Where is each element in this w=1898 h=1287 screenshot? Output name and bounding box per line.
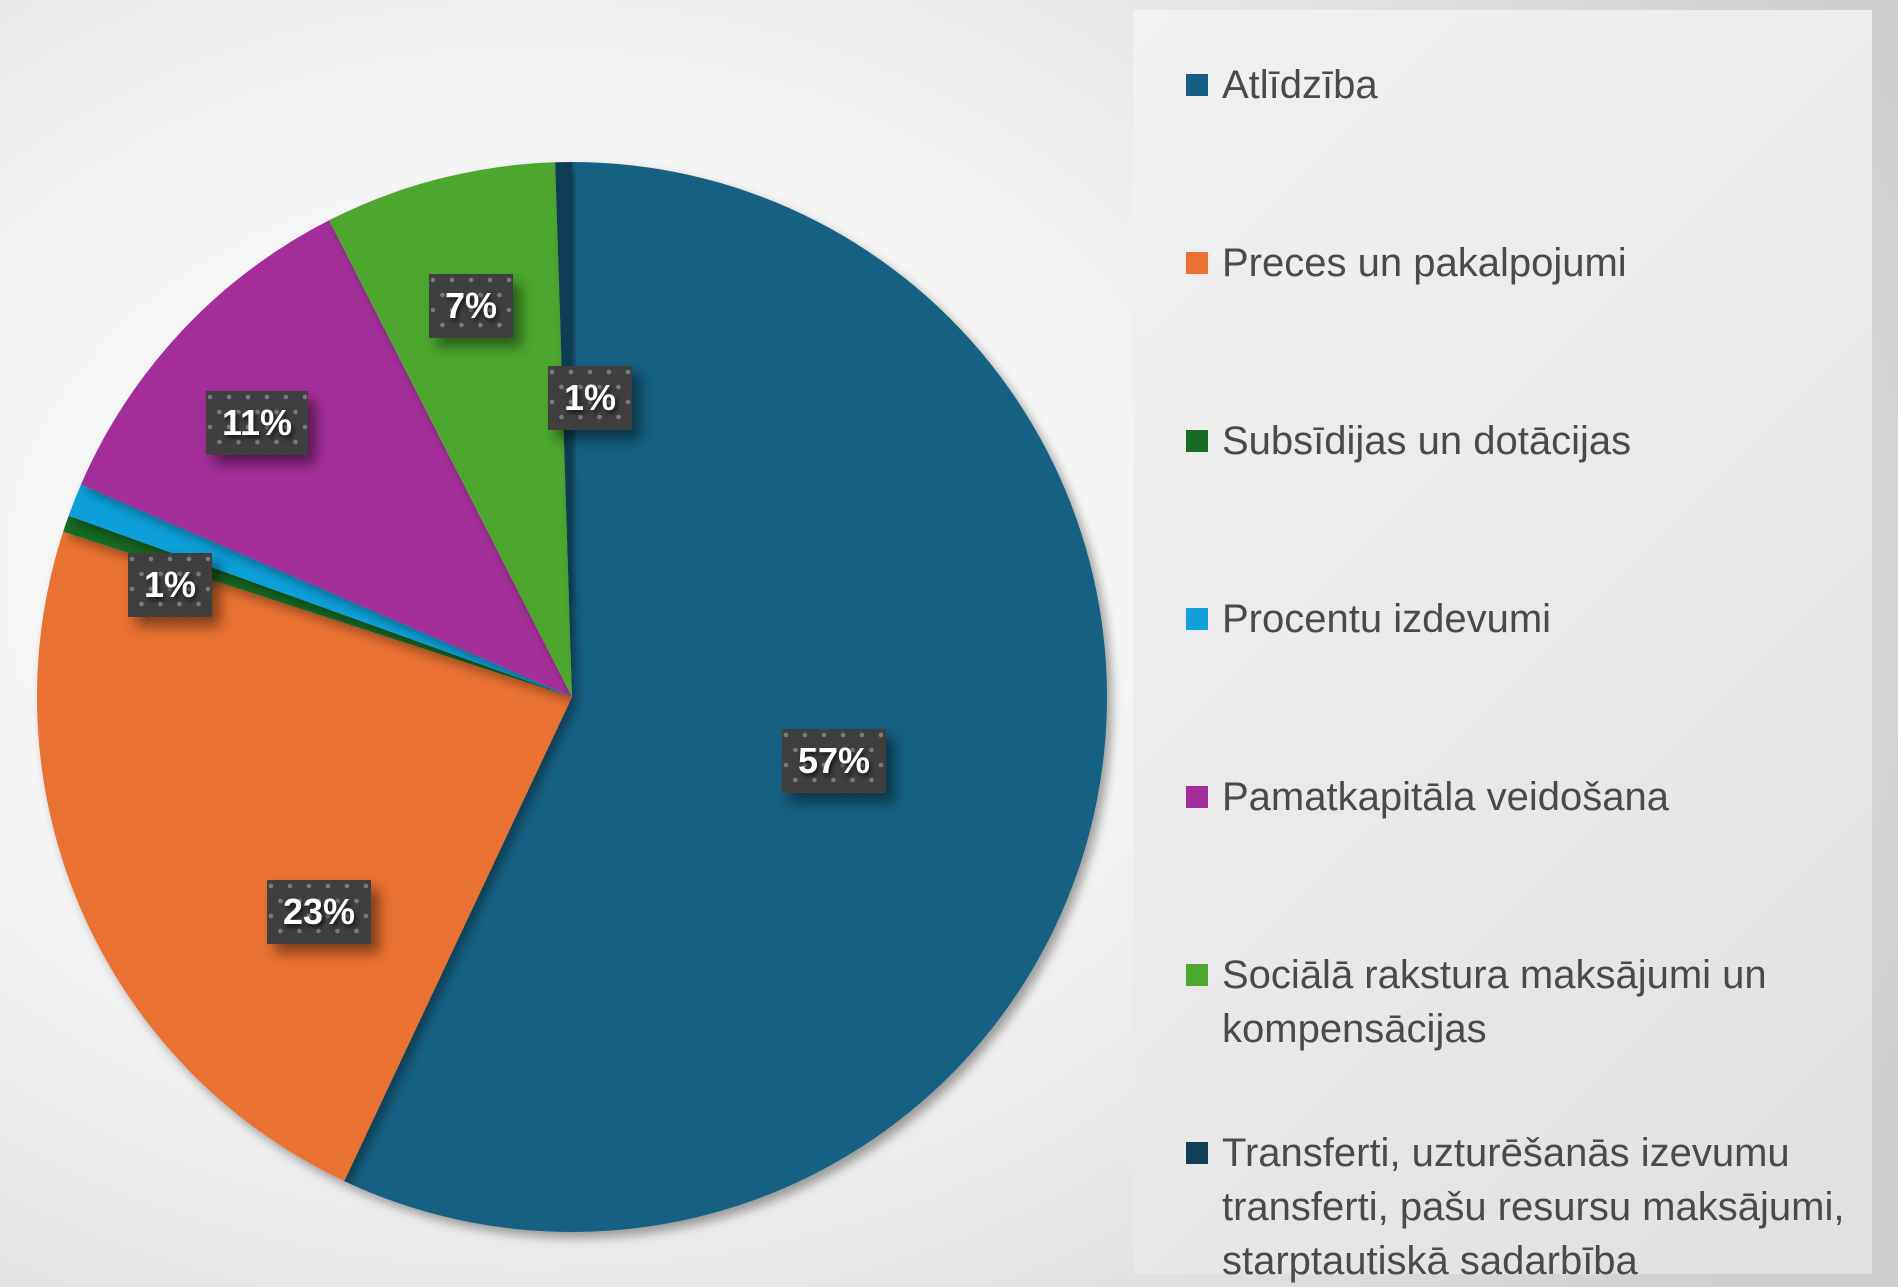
pie-slice[interactable] xyxy=(68,484,572,697)
legend-marker xyxy=(1186,430,1208,452)
legend-marker xyxy=(1186,252,1208,274)
pie-slice[interactable] xyxy=(555,161,572,697)
legend-item-label: Atlīdzība xyxy=(1222,63,1378,107)
pie-slice[interactable] xyxy=(63,515,573,697)
pie-slice[interactable] xyxy=(344,162,1108,1232)
legend-item-label: Subsīdijas un dotācijas xyxy=(1222,419,1632,463)
legend-marker xyxy=(1186,964,1208,986)
legend-item-label: Procentu izdevumi xyxy=(1222,597,1552,641)
pie-slice[interactable] xyxy=(36,531,572,1182)
legend-item-atlidziba[interactable]: Atlīdzība xyxy=(1186,58,1886,112)
legend-item-label: Sociālā rakstura maksājumi un kompensāci… xyxy=(1222,953,1767,1051)
pie-slice[interactable] xyxy=(81,220,572,697)
legend-panel xyxy=(1133,10,1872,1274)
legend-item-transferti[interactable]: Transferti, uzturēšanās izevumu transfer… xyxy=(1186,1126,1886,1287)
legend-item-subsidijas-un-dotacijas[interactable]: Subsīdijas un dotācijas xyxy=(1186,414,1886,468)
legend-item-label: Pamatkapitāla veidošana xyxy=(1222,775,1669,819)
legend-item-label: Transferti, uzturēšanās izevumu transfer… xyxy=(1222,1131,1845,1283)
legend-item-pamatkapitala-veidosana[interactable]: Pamatkapitāla veidošana xyxy=(1186,770,1886,824)
legend-item-procentu-izdevumi[interactable]: Procentu izdevumi xyxy=(1186,592,1886,646)
legend-marker xyxy=(1186,786,1208,808)
legend-item-preces-un-pakalpojumi[interactable]: Preces un pakalpojumi xyxy=(1186,236,1886,290)
legend-item-sociala-rakstura-maksajumi[interactable]: Sociālā rakstura maksājumi un kompensāci… xyxy=(1186,948,1886,1056)
pie-slice[interactable] xyxy=(329,162,572,697)
legend-marker xyxy=(1186,74,1208,96)
legend-item-label: Preces un pakalpojumi xyxy=(1222,241,1627,285)
legend-marker xyxy=(1186,608,1208,630)
legend-marker xyxy=(1186,1142,1208,1164)
